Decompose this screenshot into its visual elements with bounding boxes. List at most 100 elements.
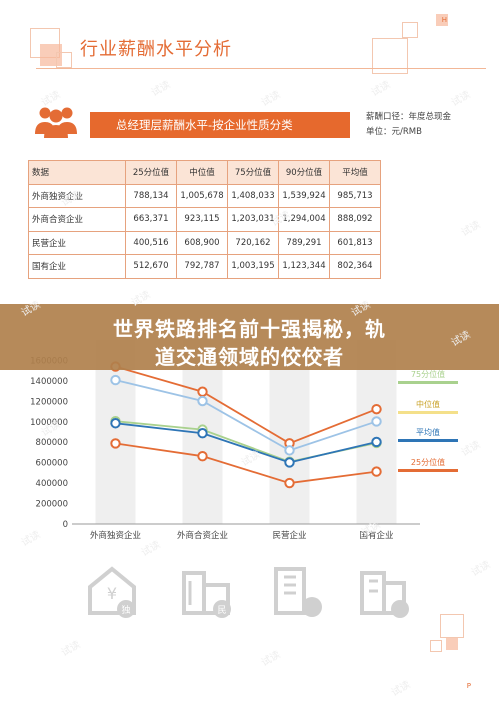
data-point bbox=[371, 436, 382, 448]
watermark-text: 试读 bbox=[149, 79, 173, 99]
table-header-cell: 75分位值 bbox=[227, 160, 279, 185]
deco-square bbox=[56, 52, 72, 68]
watermark-text: 试读 bbox=[259, 649, 283, 669]
legend-item: 平均值 bbox=[398, 424, 458, 442]
series-line bbox=[115, 442, 377, 484]
y-tick-label: 200000 bbox=[36, 500, 68, 510]
legend-label: 75分位值 bbox=[410, 370, 446, 379]
headline-line: 道交通领域的佼佼者 bbox=[155, 345, 344, 369]
watermark-text: 试读 bbox=[259, 89, 283, 109]
table-header-cell: 平均值 bbox=[329, 160, 381, 185]
series-line bbox=[115, 379, 377, 452]
legend-label: 中位值 bbox=[416, 400, 440, 409]
title-divider bbox=[36, 68, 486, 69]
page-title: 行业薪酬水平分析 bbox=[80, 39, 232, 60]
deco-square bbox=[446, 638, 458, 650]
people-group-icon bbox=[35, 107, 77, 138]
table-cell: 802,364 bbox=[329, 254, 381, 279]
y-tick-label: 400000 bbox=[36, 479, 68, 489]
category-band bbox=[269, 340, 310, 524]
watermark-text: 试读 bbox=[449, 89, 473, 109]
table-row: 国有企业 512,670 792,787 1,003,195 1,123,344… bbox=[28, 254, 381, 279]
table-header-cell: 数据 bbox=[28, 160, 126, 185]
data-point bbox=[197, 450, 208, 462]
headline-overlay: 世界铁路排名前十强揭秘，轨 道交通领域的佼佼者 bbox=[0, 304, 499, 370]
y-tick-label: 600000 bbox=[36, 459, 68, 469]
table-row: 外商独资企业 788,134 1,005,678 1,408,033 1,539… bbox=[28, 183, 381, 208]
table-header-cell: 中位值 bbox=[176, 160, 228, 185]
y-tick-label: 1200000 bbox=[30, 397, 68, 407]
data-point bbox=[197, 386, 208, 397]
legend-item: 75分位值 bbox=[398, 366, 458, 384]
category-band bbox=[356, 340, 397, 524]
table-row: 外商合资企业 663,371 923,115 1,203,031 1,294,0… bbox=[28, 207, 381, 232]
table-cell: 400,516 bbox=[125, 230, 177, 255]
data-point bbox=[284, 477, 295, 489]
table-cell: 512,670 bbox=[125, 254, 177, 279]
data-point bbox=[197, 428, 208, 439]
legend-label: 25分位值 bbox=[410, 458, 446, 467]
legend-item: 25分位值 bbox=[398, 454, 458, 472]
headline-line: 世界铁路排名前十强揭秘，轨 bbox=[113, 317, 386, 341]
data-point bbox=[284, 445, 295, 456]
legend-swatch bbox=[398, 439, 458, 442]
table-header-row: 数据 25分位值 中位值 75分位值 90分位值 平均值 bbox=[28, 160, 381, 185]
x-tick-label: 外商合资企业 bbox=[177, 530, 228, 541]
deco-square bbox=[436, 14, 448, 26]
legend-item: 中位值 bbox=[398, 396, 458, 414]
watermark-text: 试读 bbox=[459, 219, 483, 239]
foreign-owned-building-icon: ¥ 独 bbox=[88, 566, 136, 618]
table-cell: 1,005,678 bbox=[176, 183, 228, 208]
table-cell: 1,003,195 bbox=[227, 254, 279, 279]
table-header-cell: 90分位值 bbox=[278, 160, 330, 185]
series-line bbox=[115, 422, 377, 464]
table-cell: 1,123,344 bbox=[278, 254, 330, 279]
data-point bbox=[371, 403, 382, 415]
unit-note: 薪酬口径：年度总现金 单位：元/RMB bbox=[366, 110, 451, 140]
note-line: 单位：元/RMB bbox=[366, 127, 422, 137]
y-tick-label: 0 bbox=[63, 520, 68, 530]
table-row-label: 外商合资企业 bbox=[28, 207, 126, 232]
y-tick-label: 1000000 bbox=[30, 418, 68, 428]
table-cell: 789,291 bbox=[278, 230, 330, 255]
table-cell: 792,787 bbox=[176, 254, 228, 279]
joint-venture-building-icon: 民 bbox=[182, 571, 231, 618]
enterprise-type-icons: ¥ 独 民 bbox=[88, 566, 409, 618]
table-cell: 608,900 bbox=[176, 230, 228, 255]
state-owned-building-icon bbox=[360, 571, 409, 618]
table-cell: 888,092 bbox=[329, 207, 381, 232]
table-row-label: 国有企业 bbox=[28, 254, 126, 279]
table-row: 民营企业 400,516 608,900 720,162 789,291 601… bbox=[28, 230, 381, 255]
y-tick-label: 1400000 bbox=[30, 377, 68, 387]
series-line bbox=[115, 365, 377, 445]
legend-swatch bbox=[398, 411, 458, 414]
x-tick-label: 民营企业 bbox=[272, 530, 306, 541]
data-point bbox=[284, 457, 295, 468]
x-tick-label: 外商独资企业 bbox=[90, 530, 141, 541]
data-point bbox=[110, 374, 121, 386]
table-cell: 720,162 bbox=[227, 230, 279, 255]
deco-square bbox=[430, 640, 442, 652]
table-cell: 1,539,924 bbox=[278, 183, 330, 208]
svg-text:¥: ¥ bbox=[107, 584, 117, 603]
salary-table: 数据 25分位值 中位值 75分位值 90分位值 平均值 外商独资企业 788,… bbox=[28, 160, 381, 279]
table-cell: 663,371 bbox=[125, 207, 177, 232]
x-tick-label: 国有企业 bbox=[359, 530, 393, 541]
data-point bbox=[110, 438, 121, 449]
data-point bbox=[110, 418, 121, 429]
deco-square bbox=[372, 38, 408, 74]
deco-square bbox=[440, 614, 464, 638]
table-cell: 1,203,031 bbox=[227, 207, 279, 232]
icon-glyph: 民 bbox=[217, 605, 226, 616]
legend-label: 平均值 bbox=[416, 428, 440, 437]
data-point bbox=[371, 466, 382, 477]
table-cell: 923,115 bbox=[176, 207, 228, 232]
page-number: P bbox=[466, 682, 471, 690]
y-tick-label: 800000 bbox=[36, 438, 68, 448]
table-row-label: 民营企业 bbox=[28, 230, 126, 255]
section-banner: 总经理层薪酬水平-按企业性质分类 bbox=[90, 112, 350, 138]
corner-mark: H bbox=[441, 16, 447, 24]
watermark-text: 试读 bbox=[369, 79, 393, 99]
table-cell: 1,408,033 bbox=[227, 183, 279, 208]
